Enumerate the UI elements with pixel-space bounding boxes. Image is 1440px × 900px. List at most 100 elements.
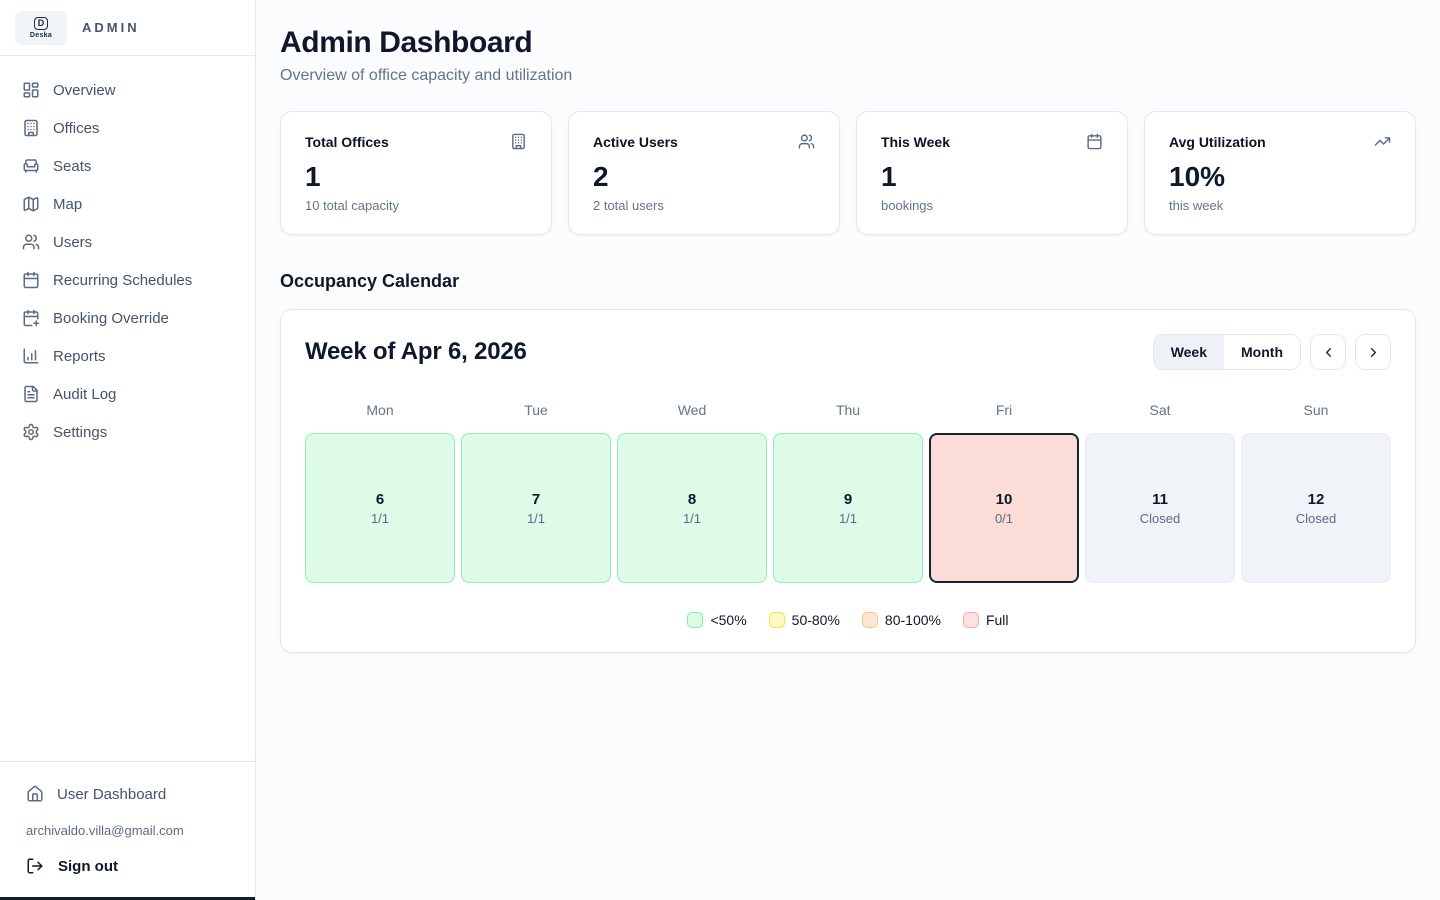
page-title: Admin Dashboard: [280, 26, 533, 59]
occupancy-legend: <50% 50-80% 80-100% Full: [305, 612, 1391, 628]
day-cell-mon[interactable]: 6 1/1: [305, 433, 455, 583]
stat-card-this-week: This Week 1 bookings: [856, 111, 1128, 235]
stat-value: 10%: [1169, 161, 1226, 192]
map-icon: [22, 195, 40, 213]
day-cell-wed[interactable]: 8 1/1: [617, 433, 767, 583]
sidebar-item-offices[interactable]: Offices: [12, 110, 243, 146]
day-occupancy: Closed: [1139, 510, 1181, 526]
day-header: Wed: [677, 402, 707, 418]
day-date: 8: [687, 490, 697, 508]
calendar-controls: Week Month: [1152, 334, 1391, 370]
month-toggle-button[interactable]: Month: [1224, 335, 1300, 369]
day-date: 9: [843, 490, 853, 508]
day-header-row: Mon Tue Wed Thu Fri Sat Sun: [305, 402, 1391, 418]
day-header: Fri: [995, 402, 1013, 418]
legend-label: 50-80%: [791, 612, 840, 628]
prev-week-button[interactable]: [1310, 334, 1346, 370]
sign-out-label: Sign out: [58, 857, 118, 875]
sidebar-item-recurring-schedules[interactable]: Recurring Schedules: [12, 262, 243, 298]
day-cell-fri-selected[interactable]: 10 0/1: [929, 433, 1079, 583]
home-icon: [26, 785, 44, 803]
user-dashboard-label: User Dashboard: [57, 785, 167, 803]
day-header: Thu: [835, 402, 861, 418]
user-dashboard-link[interactable]: User Dashboard: [16, 776, 239, 812]
brand-logo-icon: D: [34, 16, 48, 30]
page-subtitle: Overview of office capacity and utilizat…: [280, 67, 573, 84]
stat-label: This Week: [881, 133, 950, 150]
sidebar-item-reports[interactable]: Reports: [12, 338, 243, 374]
legend-item-50-80: 50-80%: [768, 612, 840, 628]
day-date: 11: [1152, 490, 1168, 508]
sidebar-item-users[interactable]: Users: [12, 224, 243, 260]
legend-item-full: Full: [962, 612, 1009, 628]
day-cell-tue[interactable]: 7 1/1: [461, 433, 611, 583]
sidebar-nav: Overview Offices Seats Map Users: [0, 56, 255, 761]
week-toggle-button[interactable]: Week: [1153, 335, 1225, 369]
users-icon: [22, 233, 40, 251]
sidebar-item-map[interactable]: Map: [12, 186, 243, 222]
sidebar-item-overview[interactable]: Overview: [12, 72, 243, 108]
gear-icon: [22, 423, 40, 441]
log-out-icon: [26, 857, 44, 875]
day-header: Tue: [524, 402, 548, 418]
armchair-icon: [22, 157, 40, 175]
user-email: archivaldo.villa@gmail.com: [26, 823, 184, 838]
legend-swatch-green: [687, 612, 704, 628]
day-date: 10: [995, 490, 1013, 508]
brand-name: Deska: [29, 31, 53, 39]
occupancy-calendar-title: Occupancy Calendar: [280, 271, 460, 291]
building-icon: [510, 133, 527, 150]
chevron-right-icon: [1366, 345, 1381, 360]
calendar-icon: [22, 271, 40, 289]
main-content: Admin Dashboard Overview of office capac…: [256, 0, 1440, 900]
sidebar-bottom-strip: [0, 897, 255, 900]
users-icon: [798, 133, 815, 150]
stat-label: Total Offices: [305, 133, 389, 150]
day-header: Mon: [366, 402, 394, 418]
dashboard-grid-icon: [22, 81, 40, 99]
sidebar-item-seats[interactable]: Seats: [12, 148, 243, 184]
sidebar-item-label: Offices: [53, 119, 100, 137]
stat-card-total-offices: Total Offices 1 10 total capacity: [280, 111, 552, 235]
legend-item-under-50: <50%: [687, 612, 747, 628]
legend-label: <50%: [710, 612, 747, 628]
trending-up-icon: [1374, 133, 1391, 150]
sign-out-button[interactable]: Sign out: [16, 848, 239, 884]
brand-logo[interactable]: D Deska: [15, 10, 67, 45]
sidebar-item-settings[interactable]: Settings: [12, 414, 243, 450]
day-occupancy: 1/1: [682, 510, 702, 526]
sidebar-item-booking-override[interactable]: Booking Override: [12, 300, 243, 336]
sidebar-footer: User Dashboard archivaldo.villa@gmail.co…: [0, 761, 255, 900]
chevron-left-icon: [1321, 345, 1336, 360]
week-title: Week of Apr 6, 2026: [305, 338, 527, 365]
stats-row: Total Offices 1 10 total capacity Active…: [280, 111, 1416, 235]
day-cell-thu[interactable]: 9 1/1: [773, 433, 923, 583]
building-icon: [22, 119, 40, 137]
day-header: Sun: [1303, 402, 1329, 418]
sidebar-item-label: Map: [53, 195, 83, 213]
stat-label: Active Users: [593, 133, 678, 150]
occupancy-calendar-card: Week of Apr 6, 2026 Week Month: [280, 309, 1416, 653]
next-week-button[interactable]: [1355, 334, 1391, 370]
legend-label: 80-100%: [884, 612, 941, 628]
stat-card-active-users: Active Users 2 2 total users: [568, 111, 840, 235]
admin-label: ADMIN: [82, 20, 140, 35]
sidebar-item-label: Audit Log: [53, 385, 117, 403]
day-date: 12: [1307, 490, 1325, 508]
day-cell-sun[interactable]: 12 Closed: [1241, 433, 1391, 583]
legend-swatch-red: [962, 612, 979, 628]
sidebar-item-label: Users: [53, 233, 93, 251]
day-cell-sat[interactable]: 11 Closed: [1085, 433, 1235, 583]
stat-sub: bookings: [881, 198, 934, 213]
day-occupancy: 1/1: [370, 510, 390, 526]
calendar-week-row: 6 1/1 7 1/1 8 1/1 9 1/1 10 0/1 11 Closed: [305, 433, 1391, 583]
stat-sub: 10 total capacity: [305, 198, 399, 213]
day-occupancy: 1/1: [838, 510, 858, 526]
sidebar-item-audit-log[interactable]: Audit Log: [12, 376, 243, 412]
sidebar-item-label: Reports: [53, 347, 106, 365]
sidebar-item-label: Recurring Schedules: [53, 271, 193, 289]
sidebar-item-label: Overview: [53, 81, 116, 99]
day-date: 6: [375, 490, 385, 508]
calendar-icon: [1086, 133, 1103, 150]
calendar-plus-icon: [22, 309, 40, 327]
